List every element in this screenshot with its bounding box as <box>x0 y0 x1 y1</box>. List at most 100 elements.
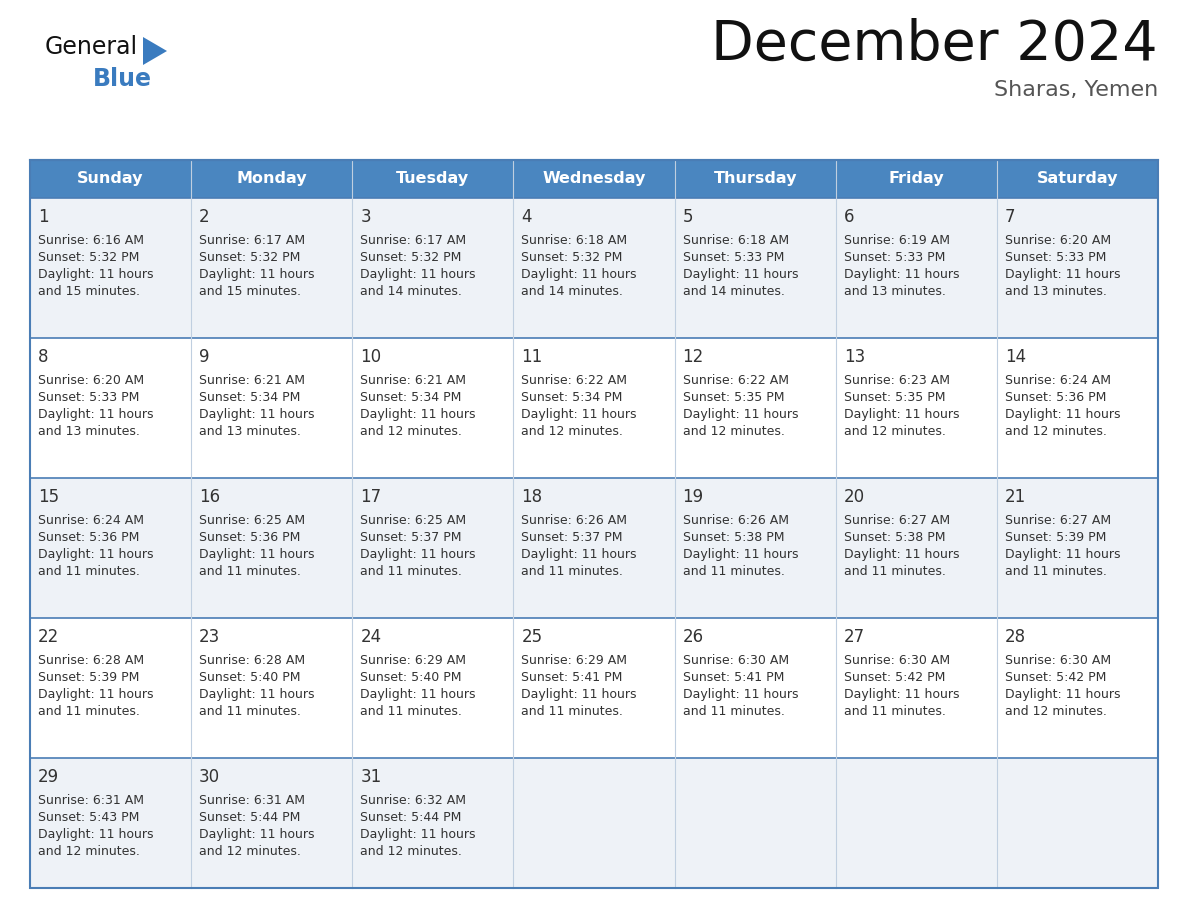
Text: Sunrise: 6:31 AM: Sunrise: 6:31 AM <box>200 794 305 807</box>
Text: 4: 4 <box>522 208 532 226</box>
Bar <box>835 618 997 758</box>
Text: and 11 minutes.: and 11 minutes. <box>200 565 301 578</box>
Bar <box>191 478 353 618</box>
Text: 5: 5 <box>683 208 693 226</box>
Text: and 11 minutes.: and 11 minutes. <box>38 705 140 718</box>
Text: Sunrise: 6:26 AM: Sunrise: 6:26 AM <box>522 514 627 527</box>
Bar <box>675 478 835 618</box>
Text: and 14 minutes.: and 14 minutes. <box>683 285 784 298</box>
Text: Daylight: 11 hours: Daylight: 11 hours <box>683 548 798 561</box>
Text: Daylight: 11 hours: Daylight: 11 hours <box>1005 688 1120 701</box>
Text: 9: 9 <box>200 348 209 366</box>
Text: Sunset: 5:32 PM: Sunset: 5:32 PM <box>38 251 139 264</box>
Text: and 11 minutes.: and 11 minutes. <box>360 565 462 578</box>
Text: 15: 15 <box>38 488 59 506</box>
Bar <box>353 198 513 338</box>
Bar <box>513 758 675 888</box>
Text: 27: 27 <box>843 628 865 646</box>
Text: Sunset: 5:32 PM: Sunset: 5:32 PM <box>360 251 462 264</box>
Text: and 11 minutes.: and 11 minutes. <box>200 705 301 718</box>
Text: Sunrise: 6:24 AM: Sunrise: 6:24 AM <box>38 514 144 527</box>
Bar <box>30 338 191 478</box>
Text: Sunset: 5:39 PM: Sunset: 5:39 PM <box>38 671 139 684</box>
Bar <box>191 758 353 888</box>
Text: Daylight: 11 hours: Daylight: 11 hours <box>38 548 153 561</box>
Text: 19: 19 <box>683 488 703 506</box>
Text: Sunset: 5:42 PM: Sunset: 5:42 PM <box>1005 671 1106 684</box>
Text: Sunrise: 6:20 AM: Sunrise: 6:20 AM <box>38 374 144 387</box>
Text: Daylight: 11 hours: Daylight: 11 hours <box>522 268 637 281</box>
Text: Sunrise: 6:16 AM: Sunrise: 6:16 AM <box>38 234 144 247</box>
Bar <box>675 198 835 338</box>
Text: Daylight: 11 hours: Daylight: 11 hours <box>1005 548 1120 561</box>
Text: Sunrise: 6:25 AM: Sunrise: 6:25 AM <box>200 514 305 527</box>
Text: 14: 14 <box>1005 348 1026 366</box>
Text: 22: 22 <box>38 628 59 646</box>
Text: 23: 23 <box>200 628 221 646</box>
Text: 17: 17 <box>360 488 381 506</box>
Text: Daylight: 11 hours: Daylight: 11 hours <box>200 268 315 281</box>
Text: Sharas, Yemen: Sharas, Yemen <box>993 80 1158 100</box>
Text: and 11 minutes.: and 11 minutes. <box>1005 565 1107 578</box>
Text: 31: 31 <box>360 768 381 786</box>
Text: and 13 minutes.: and 13 minutes. <box>1005 285 1107 298</box>
Bar <box>997 338 1158 478</box>
Text: Daylight: 11 hours: Daylight: 11 hours <box>843 408 959 421</box>
Text: Daylight: 11 hours: Daylight: 11 hours <box>843 688 959 701</box>
Bar <box>997 198 1158 338</box>
Text: Daylight: 11 hours: Daylight: 11 hours <box>1005 268 1120 281</box>
Bar <box>191 198 353 338</box>
Text: General: General <box>45 35 138 59</box>
Bar <box>835 478 997 618</box>
Text: Sunset: 5:44 PM: Sunset: 5:44 PM <box>360 811 462 824</box>
Text: Sunday: Sunday <box>77 172 144 186</box>
Text: Tuesday: Tuesday <box>397 172 469 186</box>
Text: Daylight: 11 hours: Daylight: 11 hours <box>38 688 153 701</box>
Bar <box>835 198 997 338</box>
Text: Daylight: 11 hours: Daylight: 11 hours <box>1005 408 1120 421</box>
Text: Saturday: Saturday <box>1037 172 1118 186</box>
Bar <box>513 618 675 758</box>
Text: Daylight: 11 hours: Daylight: 11 hours <box>843 268 959 281</box>
Text: Daylight: 11 hours: Daylight: 11 hours <box>360 408 475 421</box>
Text: and 11 minutes.: and 11 minutes. <box>38 565 140 578</box>
Text: Sunset: 5:41 PM: Sunset: 5:41 PM <box>522 671 623 684</box>
Text: Daylight: 11 hours: Daylight: 11 hours <box>38 408 153 421</box>
Text: and 12 minutes.: and 12 minutes. <box>200 845 301 858</box>
Text: 13: 13 <box>843 348 865 366</box>
Text: and 11 minutes.: and 11 minutes. <box>522 565 624 578</box>
Text: and 12 minutes.: and 12 minutes. <box>38 845 140 858</box>
Text: 8: 8 <box>38 348 49 366</box>
Text: Daylight: 11 hours: Daylight: 11 hours <box>683 688 798 701</box>
Text: Sunset: 5:44 PM: Sunset: 5:44 PM <box>200 811 301 824</box>
Text: Daylight: 11 hours: Daylight: 11 hours <box>683 268 798 281</box>
Text: and 12 minutes.: and 12 minutes. <box>1005 705 1107 718</box>
Text: Sunset: 5:34 PM: Sunset: 5:34 PM <box>360 391 462 404</box>
Text: and 11 minutes.: and 11 minutes. <box>683 705 784 718</box>
Text: 21: 21 <box>1005 488 1026 506</box>
Text: Sunrise: 6:23 AM: Sunrise: 6:23 AM <box>843 374 949 387</box>
Text: December 2024: December 2024 <box>712 18 1158 72</box>
Text: Daylight: 11 hours: Daylight: 11 hours <box>38 828 153 841</box>
Polygon shape <box>143 37 168 65</box>
Bar <box>30 618 191 758</box>
Text: Sunset: 5:33 PM: Sunset: 5:33 PM <box>38 391 139 404</box>
Text: Daylight: 11 hours: Daylight: 11 hours <box>360 548 475 561</box>
Text: Sunset: 5:33 PM: Sunset: 5:33 PM <box>683 251 784 264</box>
Text: Sunset: 5:36 PM: Sunset: 5:36 PM <box>1005 391 1106 404</box>
Bar <box>353 478 513 618</box>
Text: 20: 20 <box>843 488 865 506</box>
Text: and 14 minutes.: and 14 minutes. <box>360 285 462 298</box>
Text: Sunrise: 6:28 AM: Sunrise: 6:28 AM <box>38 654 144 667</box>
Text: Sunrise: 6:18 AM: Sunrise: 6:18 AM <box>522 234 627 247</box>
Text: and 12 minutes.: and 12 minutes. <box>360 425 462 438</box>
Bar <box>191 338 353 478</box>
Text: Daylight: 11 hours: Daylight: 11 hours <box>522 408 637 421</box>
Text: Thursday: Thursday <box>713 172 797 186</box>
Bar <box>30 198 191 338</box>
Text: Daylight: 11 hours: Daylight: 11 hours <box>843 548 959 561</box>
Text: Sunrise: 6:21 AM: Sunrise: 6:21 AM <box>200 374 305 387</box>
Text: Sunset: 5:34 PM: Sunset: 5:34 PM <box>200 391 301 404</box>
Text: and 12 minutes.: and 12 minutes. <box>683 425 784 438</box>
Text: Daylight: 11 hours: Daylight: 11 hours <box>360 828 475 841</box>
